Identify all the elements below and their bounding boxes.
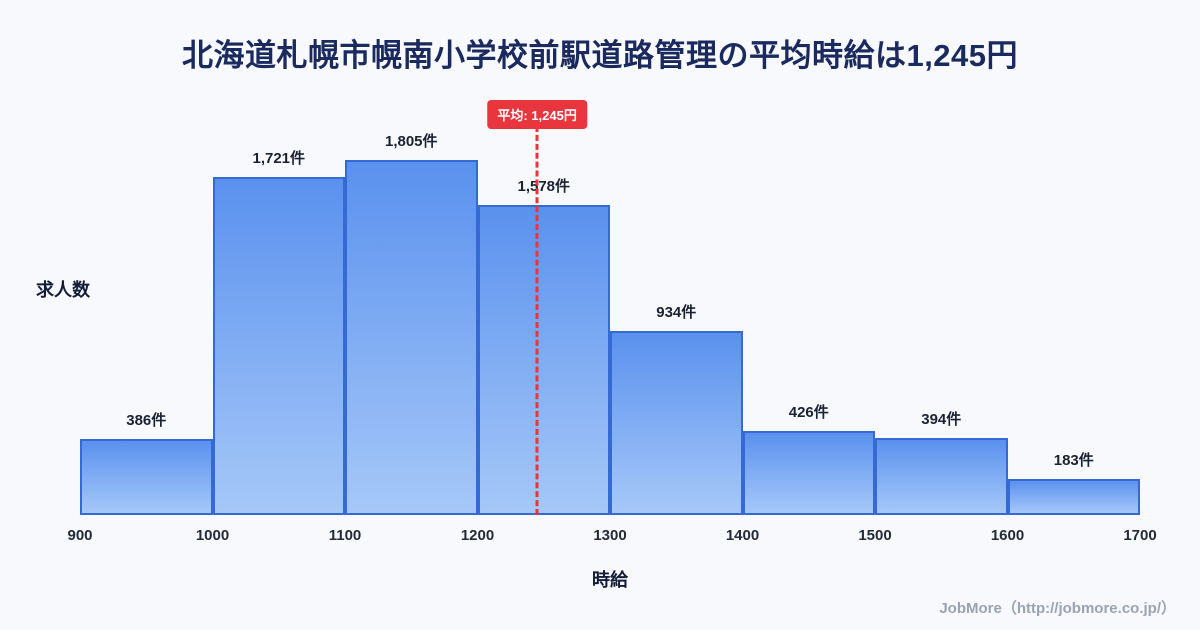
- histogram-bar: [80, 439, 213, 515]
- x-axis-tick: 1700: [1123, 527, 1157, 544]
- bar-value-label: 183件: [1053, 452, 1094, 470]
- x-axis-tick: 1300: [593, 527, 627, 544]
- bar-value-label: 1,578件: [517, 177, 571, 195]
- histogram-bar: [610, 331, 743, 515]
- bar-value-label: 1,721件: [252, 149, 306, 167]
- histogram-bar: [742, 431, 875, 515]
- histogram-bar: [477, 204, 610, 515]
- bar-value-label: 426件: [788, 404, 829, 422]
- x-axis-tick: 900: [67, 527, 93, 544]
- x-axis-tick: 1200: [460, 527, 495, 544]
- x-axis-tick: 1600: [990, 527, 1025, 544]
- bar-value-label: 934件: [656, 304, 697, 322]
- average-line: [535, 126, 539, 515]
- x-axis-label: 時給: [592, 570, 628, 590]
- histogram-bar: [875, 437, 1008, 515]
- bar-value-label: 1,805件: [384, 133, 438, 150]
- plot-area: 平均: 1,245円 386件 1,721件 1,805件 1,578件 934件 426…: [67, 100, 1157, 544]
- x-axis-tick: 1100: [328, 527, 362, 544]
- average-badge: 平均: 1,245円: [487, 100, 587, 129]
- bar-value-label: 394件: [921, 410, 962, 428]
- x-axis-tick: 1000: [195, 527, 230, 544]
- x-axis-tick: 1400: [725, 527, 760, 544]
- bar-value-label: 386件: [126, 412, 167, 430]
- histogram-bar: [1007, 479, 1140, 515]
- x-axis-tick: 1500: [858, 527, 892, 544]
- y-axis-label: 求人数: [36, 280, 90, 300]
- histogram-bar: [212, 176, 345, 515]
- credit-text: JobMore（http://jobmore.co.jp/）: [939, 600, 1176, 617]
- chart-title: 北海道札幌市幌南小学校前駅道路管理の平均時給は1,245円: [181, 38, 1019, 73]
- histogram-bar: [345, 160, 478, 515]
